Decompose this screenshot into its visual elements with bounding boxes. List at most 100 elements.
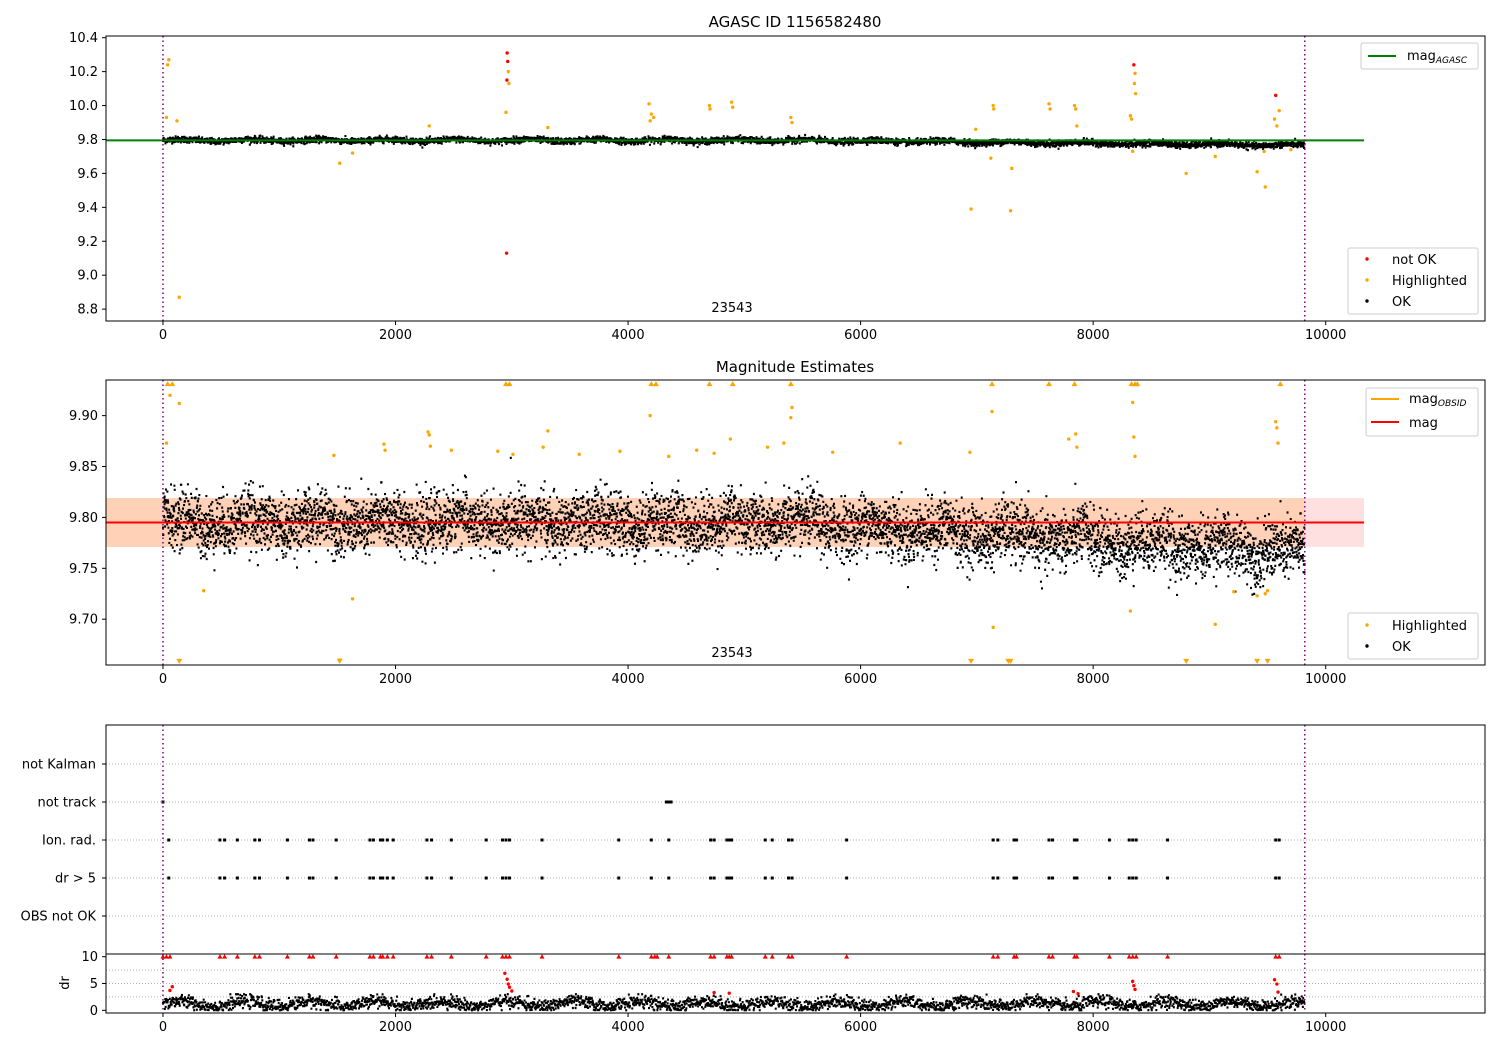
highlighted-point [1075,445,1079,449]
highlighted-point [1255,170,1259,174]
dr-capped-point [1276,954,1282,959]
flag-mark [430,838,434,842]
flag-mark [1012,876,1016,880]
highlighted-point [165,63,170,67]
legend-dot-highlighted [1365,623,1369,627]
x-tick-label: 2000 [379,1020,412,1035]
flag-mark [730,876,734,880]
flag-mark [540,876,544,880]
highlighted-point [990,409,994,414]
highlighted-point [707,103,712,108]
flag-mark [1047,876,1051,880]
dr-capped-point [1013,954,1019,959]
not_ok-point [504,251,509,255]
flag-mark [430,876,434,880]
highlighted-point [782,441,786,445]
flag-mark [1127,838,1131,842]
y-tick-label: 5 [90,977,98,992]
flag-mark [991,838,995,842]
legend-label-ok: OK [1392,295,1411,310]
flag-mark [311,838,315,842]
legend-dot-not-ok [1365,257,1369,261]
highlighted-point [177,295,181,299]
highlighted-point [708,107,712,111]
panel-agasc-title: AGASC ID 1156582480 [709,13,882,31]
highlighted-triangle-up [989,381,996,387]
highlighted-point [991,103,995,108]
flag-mark [484,838,488,842]
legend-dot-ok [1365,299,1369,303]
flag-mark [1274,838,1278,842]
dr-capped-point [306,954,312,959]
x-tick-label: 6000 [844,328,877,343]
highlighted-point [1067,437,1071,441]
y-tick-label: 9.70 [69,613,98,628]
flag-category-label: dr > 5 [55,872,96,887]
panel-estimates-legend-top[interactable]: magOBSID mag [1365,387,1479,437]
panel-dr-grid [106,969,1485,998]
panel-agasc-legend-bottom[interactable]: not OK Highlighted OK [1347,247,1479,315]
panel-flags-grid [106,763,1485,917]
flag-mark [1134,876,1138,880]
panel-flags-y-axis: not Kalman not track Ion. rad. dr > 5 OBS no… [21,758,106,925]
highlighted-point [1276,441,1280,445]
flag-mark [1166,838,1170,842]
dr-high-point [503,971,507,976]
flag-mark [1277,838,1281,842]
flag-mark [285,838,289,842]
highlighted-triangle-up [1277,381,1284,387]
dr-capped-point [708,954,714,959]
flag-mark [391,838,395,842]
highlighted-point [1289,147,1293,152]
flag-mark [727,876,731,880]
highlighted-point [1213,622,1217,626]
not_ok-point [506,59,510,64]
legend-frame [1360,42,1479,70]
flag-mark [504,838,508,842]
dr-capped-point [367,954,373,959]
highlighted-triangle-down [336,658,343,664]
highlighted-point [790,405,794,410]
highlighted-point [1133,91,1138,96]
dr-capped-point [648,954,654,959]
y-tick-label: 0 [90,1004,98,1019]
highlighted-point [1008,209,1013,213]
flag-mark [1274,876,1278,880]
highlighted-point [1232,590,1236,594]
dr-capped-point [1126,954,1132,959]
panel-agasc-legend-top[interactable]: magAGASC [1360,42,1479,70]
dr-capped-point [167,954,173,959]
highlighted-point [449,448,454,452]
flag-mark [371,876,375,880]
highlighted-point [504,110,508,115]
flag-mark [368,876,372,880]
panel-dr-boundaries [162,954,1306,1013]
legend-label-mag-obsid: magOBSID [1409,392,1467,409]
dr-capped-point [384,954,390,959]
panel-estimates-legend-bottom[interactable]: Highlighted OK [1347,612,1479,660]
highlighted-point [541,445,545,449]
dr-high-point [1276,990,1280,994]
not_ok-point [1132,63,1136,67]
legend-frame [1347,612,1479,660]
flag-category-label: not track [37,796,96,811]
highlighted-point [1074,432,1078,436]
legend-label-highlighted: Highlighted [1392,274,1467,289]
dr-capped-point [786,954,792,959]
y-tick-label: 9.85 [69,460,98,475]
highlighted-point [1262,149,1266,154]
highlighted-point [428,444,433,448]
dr-capped-point [217,954,223,959]
flag-mark [218,838,222,842]
flag-mark [371,838,375,842]
flag-mark [763,838,767,842]
flag-mark [378,876,382,880]
flag-mark [500,838,504,842]
flag-mark [1050,838,1054,842]
dr-capped-point [160,954,166,959]
dr-capped-point [483,954,489,959]
legend-label-highlighted: Highlighted [1392,619,1467,634]
flag-mark [334,838,338,842]
highlighted-point [350,597,355,601]
dr-capped-point [380,954,386,959]
